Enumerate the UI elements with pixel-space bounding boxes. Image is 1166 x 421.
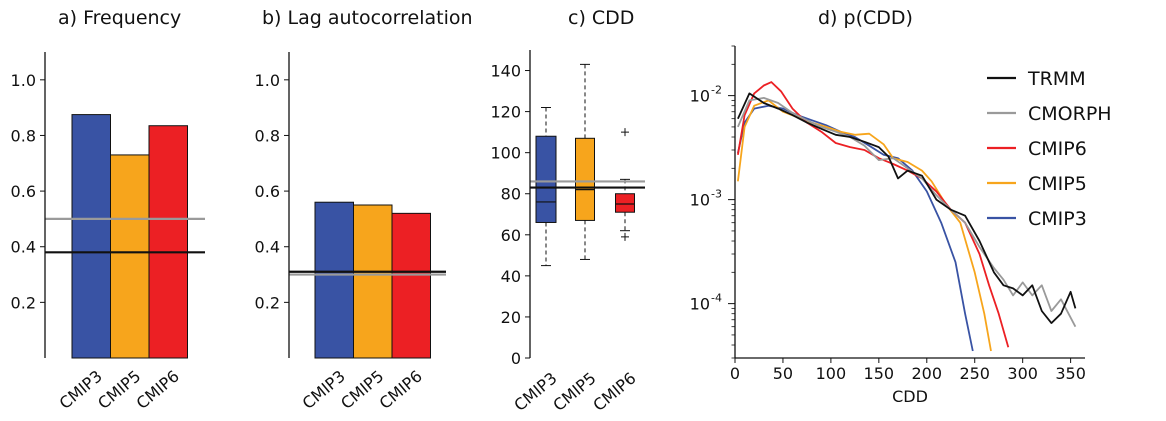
panel-b-category-label-cmip3: CMIP3 (299, 367, 349, 413)
panel-a-y-tick-label: 0.2 (11, 293, 36, 312)
panel-b-bar-cmip5 (353, 204, 393, 359)
panel-c-title: c) CDD (568, 7, 634, 29)
panel-d-y-tick-label: 10 (690, 87, 710, 106)
panel-d-x-tick-label: 100 (816, 364, 847, 383)
panel-d-title: d) p(CDD) (818, 7, 913, 29)
panel-b-bar-cmip3 (314, 201, 354, 359)
panel-c-category-label-cmip3: CMIP3 (510, 369, 560, 415)
panel-d-series-line-cmip6 (737, 81, 1010, 348)
panel-d-x-tick-label: 350 (1055, 364, 1086, 383)
panel-d-x-label: CDD (892, 387, 928, 406)
panel-d-x-tick-label: 250 (959, 364, 990, 383)
panel-b-y-ticks: 0.2 0.4 0.6 0.8 1.0 (255, 71, 289, 312)
panel-c-box-cmip6-outlier (621, 232, 629, 241)
panel-a-title: a) Frequency (58, 7, 181, 29)
panel-a-y-tick-label: 1.0 (11, 71, 36, 90)
panel-a-bar-cmip5 (110, 154, 150, 359)
panel-d-legend-label-trmm: TRMM (1027, 68, 1086, 90)
panel-c-y-tick-label: 40 (501, 267, 521, 286)
panel-a-category-label-cmip3: CMIP3 (56, 367, 106, 413)
panel-d-y-tick-label: 10 (690, 295, 710, 314)
panel-a-bar-cmip6 (148, 125, 188, 359)
panel-a-bars (71, 114, 188, 359)
panel-d-series-line-cmip3 (737, 104, 974, 352)
panel-b-bars (314, 201, 431, 359)
panel-c-y-tick-label: 80 (501, 185, 521, 204)
panel-a-y-tick-label: 0.8 (11, 126, 36, 145)
panel-d-legend-label-cmip6: CMIP6 (1028, 138, 1087, 160)
panel-a-y-tick-label: 0.4 (11, 238, 36, 257)
panel-a-category-label-cmip6: CMIP6 (133, 367, 183, 413)
panel-d-x-tick-label: 300 (1007, 364, 1038, 383)
panel-c-y-tick-label: 60 (501, 226, 521, 245)
panel-c-category-label-cmip5: CMIP5 (549, 369, 599, 415)
panel-d-legend-label-cmip3: CMIP3 (1028, 208, 1087, 230)
panel-c-y-ticks: 0 20 40 60 80 100 120 140 (490, 62, 530, 368)
panel-d-legend: TRMM CMORPH CMIP6 CMIP5 CMIP3 (987, 68, 1112, 230)
panel-a-reference-lines (45, 217, 205, 254)
panel-d-y-tick-label: 10 (690, 191, 710, 210)
panel-a: a) Frequency 0.2 0.4 0.6 0.8 1.0 CMIP3CMIP5C… (11, 7, 205, 413)
panel-b-reference-lines (289, 270, 446, 276)
panel-c-reference-lines (530, 180, 645, 189)
panel-d-legend-label-cmorph: CMORPH (1028, 103, 1112, 125)
panel-b-category-label-cmip5: CMIP5 (337, 367, 387, 413)
panel-d-x-tick-label: 150 (864, 364, 895, 383)
panel-c-y-tick-label: 100 (490, 144, 521, 163)
panel-c-box-cmip3-body (535, 135, 557, 223)
panel-d-x-tick-label: 200 (912, 364, 943, 383)
panel-b-y-tick-label: 1.0 (255, 71, 280, 90)
panel-c-box-cmip6-body (615, 193, 635, 213)
panel-d-y-tick-exponent: -4 (711, 292, 722, 305)
panel-a-category-label-cmip5: CMIP5 (94, 367, 144, 413)
panel-c-box-cmip6-outlier (621, 128, 629, 137)
panel-d-x-tick-label: 0 (730, 364, 740, 383)
panel-a-y-tick-label: 0.6 (11, 182, 36, 201)
panel-d-legend-label-cmip5: CMIP5 (1028, 173, 1087, 195)
panel-b-title: b) Lag autocorrelation (262, 7, 473, 29)
panel-b-y-tick-label: 0.4 (255, 238, 280, 257)
panel-d-series-lines (737, 81, 1077, 352)
panel-b-y-tick-label: 0.8 (255, 126, 280, 145)
panel-d-x-tick-label: 50 (773, 364, 793, 383)
panel-b-y-tick-label: 0.2 (255, 293, 280, 312)
panel-c-y-tick-label: 120 (490, 103, 521, 122)
panel-d-y-tick-exponent: -3 (711, 188, 722, 201)
panel-b-bar-cmip6 (391, 212, 431, 359)
panel-b: b) Lag autocorrelation 0.2 0.4 0.6 0.8 1.0 C… (255, 7, 473, 413)
panel-c-y-tick-label: 0 (511, 349, 521, 368)
panel-d-series-line-cmorph (737, 97, 1077, 328)
panel-a-y-ticks: 0.2 0.4 0.6 0.8 1.0 (11, 71, 45, 312)
panel-d-series-line-cmip5 (737, 99, 992, 352)
panel-c-y-tick-label: 20 (501, 308, 521, 327)
panel-d-series-line-trmm (737, 92, 1077, 324)
panel-c-category-label-cmip6: CMIP6 (589, 369, 639, 415)
panel-c-boxes (535, 63, 635, 267)
panel-a-bar-cmip3 (71, 114, 111, 359)
panel-d-y-tick-exponent: -2 (711, 84, 722, 97)
panel-b-category-label-cmip6: CMIP6 (376, 367, 426, 413)
panel-c-y-tick-label: 140 (490, 62, 521, 81)
panel-c-box-cmip5-body (575, 137, 595, 221)
panel-c: c) CDD 0 20 40 60 80 100 120 140 CMIP3CMIP5CMIP… (490, 7, 645, 415)
panel-b-y-tick-label: 0.6 (255, 182, 280, 201)
